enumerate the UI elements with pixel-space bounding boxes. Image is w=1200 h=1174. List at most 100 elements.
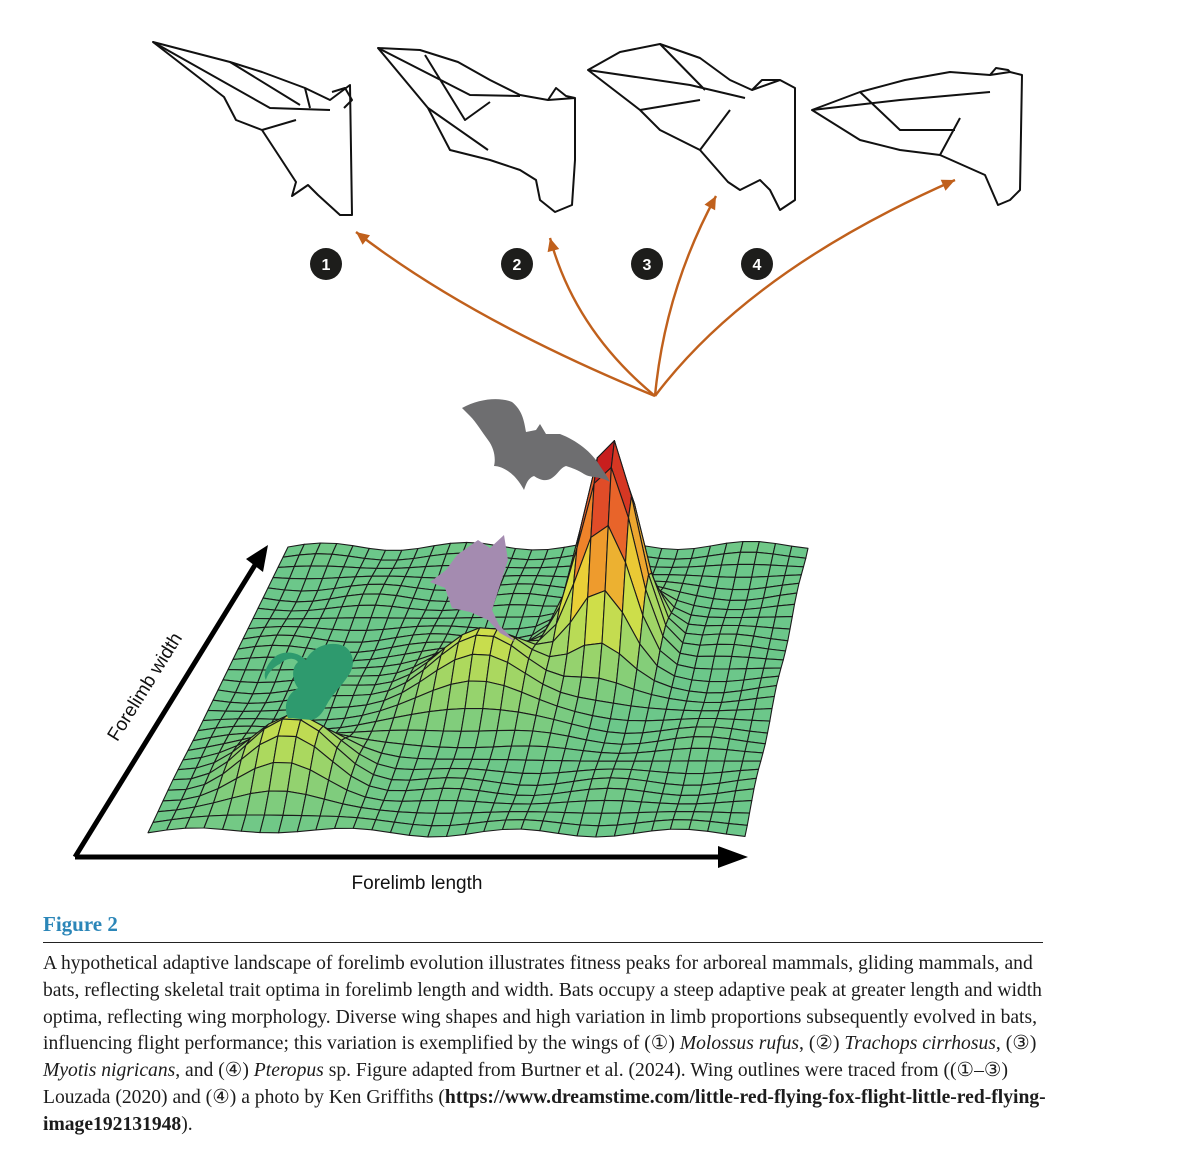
landscape-cell	[730, 800, 753, 814]
landscape-cell	[706, 680, 728, 694]
landscape-cell	[738, 616, 760, 628]
landscape-cell	[672, 811, 695, 821]
landscape-cell	[696, 792, 718, 805]
landscape-cell	[753, 551, 774, 566]
landscape-cell	[576, 824, 600, 838]
landscape-cell	[711, 801, 734, 814]
landscape-cell	[725, 823, 748, 837]
landscape-cell	[719, 624, 740, 635]
badge-1-circle	[310, 248, 342, 280]
landscape-cell	[695, 717, 718, 728]
landscape-cell	[742, 750, 764, 762]
landscape-cell	[688, 819, 711, 832]
badge-4-label: 4	[753, 257, 762, 274]
landscape-cell	[633, 750, 656, 762]
landscape-cell	[729, 588, 750, 601]
landscape-cell	[701, 564, 722, 578]
landscape-cell	[751, 708, 773, 722]
landscape-cell	[561, 747, 584, 762]
landscape-cell	[716, 633, 738, 646]
landscape-cell	[698, 710, 720, 720]
landscape-cell	[682, 772, 705, 786]
landscape-cell	[784, 565, 805, 577]
source-link[interactable]: https://www.dreamstime.com/little-red-fl…	[43, 1086, 1046, 1135]
landscape-cell	[638, 801, 661, 814]
landscape-cell	[748, 645, 769, 660]
landscape-cell	[606, 718, 629, 734]
landscape-cell	[786, 555, 807, 568]
landscape-cell	[669, 747, 692, 762]
landscape-cell	[609, 702, 632, 722]
landscape-cell	[579, 812, 603, 827]
landscape-cell	[732, 788, 755, 803]
landscape-cell	[582, 799, 606, 814]
landscape-cell	[667, 760, 690, 775]
landscape-cell	[704, 616, 726, 627]
landscape-cell	[604, 787, 627, 802]
landscape-cell	[700, 701, 723, 712]
landscape-cell	[619, 800, 642, 814]
landscape-cell	[703, 760, 726, 775]
bat-wing-outline-1-icon	[152, 41, 353, 216]
landscape-cell	[557, 822, 581, 837]
landscape-cell	[745, 656, 767, 670]
landscape-cell	[659, 793, 682, 805]
landscape-cell	[718, 563, 739, 578]
landscape-cell	[724, 749, 746, 762]
evolution-arrow-1	[355, 231, 656, 398]
landscape-cell	[600, 742, 623, 754]
landscape-cell	[612, 760, 635, 771]
landscape-cell	[728, 655, 750, 670]
badge-4-circle	[741, 248, 773, 280]
landscape-cell	[753, 695, 775, 710]
landscape-cell	[693, 726, 715, 738]
landscape-cell	[627, 705, 650, 722]
wing-number-badges: 1 2 3 4	[310, 248, 773, 280]
badge-3-circle	[631, 248, 663, 280]
landscape-cell	[672, 736, 695, 750]
landscape-cell	[774, 603, 796, 618]
landscape-cell	[757, 605, 779, 618]
landscape-cell	[597, 752, 620, 762]
caption-divider	[43, 942, 1043, 943]
y-axis-label: Forelimb width	[104, 629, 187, 745]
landscape-cell	[598, 812, 621, 827]
landscape-cell	[715, 576, 736, 591]
landscape-cell	[585, 787, 609, 802]
landscape-cell	[579, 750, 602, 762]
landscape-cell	[767, 564, 788, 578]
landscape-cell	[601, 799, 624, 814]
landscape-cell	[721, 616, 743, 627]
bat-wing-outline-2-icon	[377, 47, 576, 213]
landscape-cell	[751, 563, 772, 578]
landscape-cell	[564, 800, 587, 814]
bat-wing-outline-3-icon	[587, 43, 796, 211]
landscape-cell	[726, 599, 748, 611]
landscape-cell	[680, 784, 703, 796]
landscape-cell	[546, 732, 570, 750]
landscape-cell	[640, 790, 663, 804]
landscape-cell	[669, 819, 693, 830]
landscape-cell	[691, 667, 713, 683]
landscape-cell	[632, 820, 655, 835]
evolution-arrowhead-2	[547, 238, 560, 253]
landscape-cell	[680, 709, 703, 720]
landscape-cell	[733, 708, 755, 721]
bat-wing-outlines	[152, 41, 1023, 216]
evolution-arrowhead-1	[356, 232, 370, 245]
figure-label: Figure 2	[43, 912, 118, 936]
y-axis-arrowhead	[246, 545, 268, 572]
landscape-cell	[685, 760, 708, 775]
landscape-cell	[545, 801, 569, 814]
landscape-cell	[622, 788, 645, 803]
evolution-arrows	[355, 178, 956, 398]
landscape-cell	[613, 822, 637, 837]
landscape-cell	[708, 668, 730, 683]
landscape-cell	[677, 794, 700, 805]
landscape-cell	[464, 821, 488, 835]
badge-3-label: 3	[643, 257, 652, 274]
landscape-cell	[693, 802, 716, 813]
species-name: Molossus rufus	[679, 1033, 800, 1055]
landscape-cell	[707, 607, 728, 619]
landscape-cell	[656, 802, 679, 813]
